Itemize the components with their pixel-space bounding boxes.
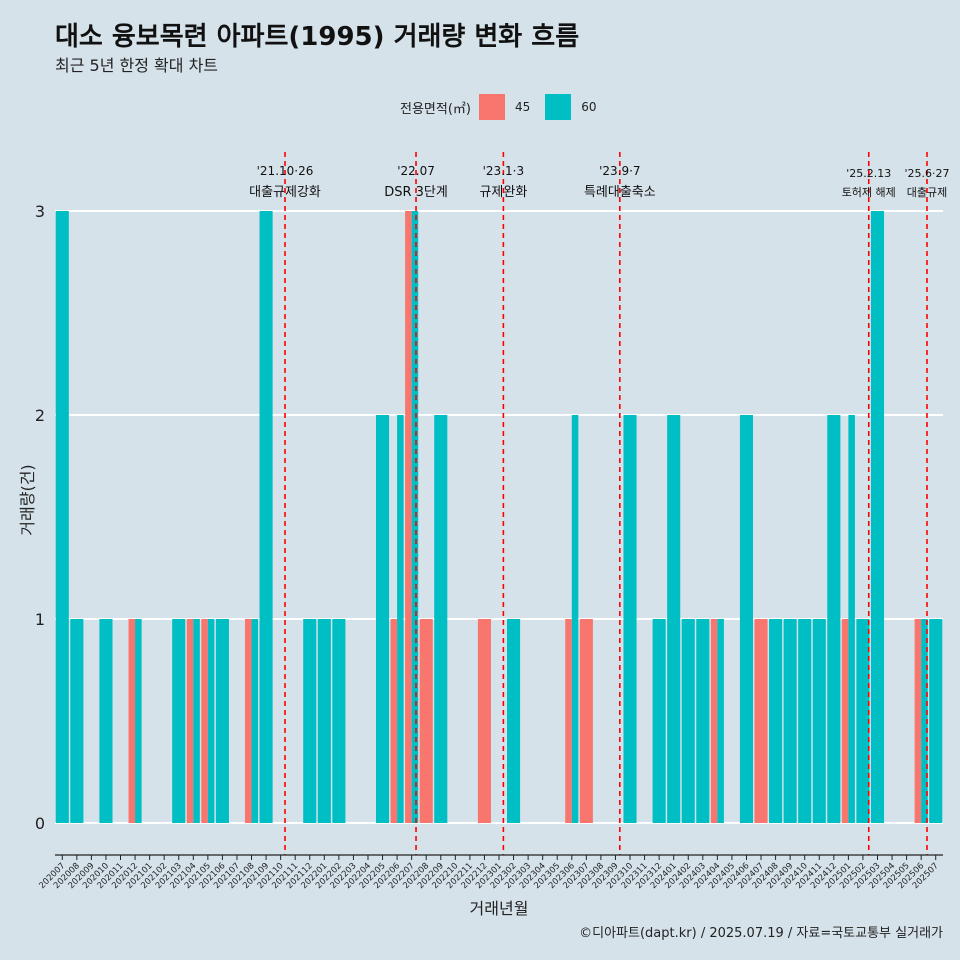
bar-60-202306 (571, 415, 579, 823)
x-axis-title: 거래년월 (470, 899, 529, 918)
event-date-label: '21.10·26 (257, 164, 314, 178)
bar-60-202412 (827, 415, 841, 823)
bar-60-202012 (135, 619, 142, 823)
bar-60-202103 (172, 619, 186, 823)
bar-45-202108 (244, 619, 252, 823)
bar-60-202105 (207, 619, 215, 823)
bar-60-202209 (434, 415, 448, 823)
bar-45-202208 (419, 619, 433, 823)
event-text-label: 대출규제 (907, 186, 947, 199)
bar-60-202406 (739, 415, 754, 823)
event-date-label: '22.07 (397, 164, 435, 178)
event-text-label: 규제완화 (479, 185, 527, 200)
bar-45-202207 (405, 211, 412, 823)
bar-60-202112 (303, 619, 317, 823)
bar-60-202207 (411, 211, 419, 823)
event-date-label: '25.6·27 (904, 167, 949, 180)
chart-subtitle: 최근 5년 한정 확대 차트 (55, 56, 219, 75)
bar-60-202106 (215, 619, 229, 823)
bar-45-202206 (390, 619, 398, 823)
bar-45-202307 (579, 619, 593, 823)
bar-60-202201 (317, 619, 331, 823)
event-text-label: 특례대출축소 (584, 185, 656, 200)
bar-60-202302 (507, 619, 521, 823)
event-text-label: 토허제 해제 (842, 185, 896, 199)
bar-60-202506 (921, 619, 928, 823)
event-date-label: '23.9·7 (599, 164, 640, 178)
y-axis-title: 거래량(건) (18, 464, 37, 535)
legend-label-45: 45 (514, 100, 531, 114)
bar-60-202409 (783, 619, 797, 823)
event-date-label: '23.1·3 (483, 164, 524, 178)
bar-45-202404 (710, 619, 718, 823)
bar-45-202012 (128, 619, 136, 823)
bar-60-202411 (812, 619, 826, 823)
bar-60-202310 (623, 415, 637, 823)
bar-60-202202 (332, 619, 346, 823)
bar-45-202501 (841, 619, 849, 823)
legend: 전용면적(㎡) 45 60 (400, 93, 612, 121)
event-text-label: DSR 3단계 (384, 185, 448, 200)
bar-60-202408 (769, 619, 783, 823)
bar-60-202108 (251, 619, 259, 823)
caption: ©디아파트(dapt.kr) / 2025.07.19 / 자료=국토교통부 실… (579, 926, 943, 941)
bar-45-202212 (477, 619, 491, 823)
legend-key-60 (545, 94, 572, 120)
bar-60-202010 (99, 619, 113, 823)
bar-60-202007 (55, 211, 69, 823)
legend-label-60: 60 (581, 100, 597, 114)
bar-60-202502 (856, 619, 870, 823)
y-tick-label: 3 (35, 202, 45, 221)
bar-60-202402 (681, 619, 695, 823)
y-tick-label: 0 (35, 814, 45, 833)
bar-60-202312 (652, 619, 666, 823)
bar-45-202104 (186, 619, 194, 823)
chart-title: 대소 융보목련 아파트(1995) 거래량 변화 흐름 (55, 22, 580, 52)
event-date-label: '25.2.13 (846, 167, 891, 180)
bar-45-202306 (565, 619, 572, 823)
bar-60-202403 (696, 619, 710, 823)
bar-60-202501 (848, 415, 855, 823)
bar-60-202206 (397, 415, 404, 823)
bar-45-202506 (914, 619, 922, 823)
legend-key-45 (478, 94, 505, 120)
bar-60-202401 (667, 415, 681, 823)
bar-60-202205 (375, 415, 390, 823)
bar-60-202109 (259, 211, 273, 823)
bar-45-202407 (754, 619, 768, 823)
y-tick-label: 2 (35, 406, 45, 425)
event-text-label: 대출규제강화 (249, 185, 321, 200)
bar-60-202410 (798, 619, 812, 823)
bar-45-202105 (201, 619, 208, 823)
y-tick-label: 1 (35, 610, 45, 629)
bar-60-202507 (929, 619, 943, 823)
bar-60-202008 (70, 619, 84, 823)
bar-60-202503 (870, 211, 885, 823)
legend-title: 전용면적(㎡) (400, 101, 471, 117)
bar-60-202104 (193, 619, 200, 823)
bar-60-202404 (717, 619, 724, 823)
